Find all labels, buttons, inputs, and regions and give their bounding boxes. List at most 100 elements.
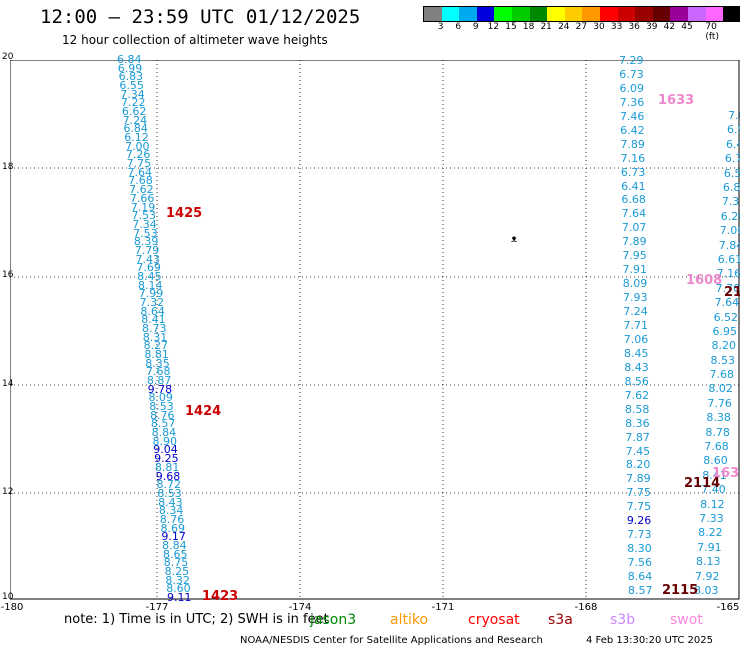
track-left-value: 8.73: [142, 322, 167, 335]
track-right-a-value: 7.93: [623, 291, 648, 305]
lon-label-171: -171: [431, 602, 455, 613]
map-plot: [9, 59, 740, 600]
pass-label-1608: 1608: [686, 273, 723, 288]
track-right-a-value: 7.95: [622, 249, 647, 263]
track-left-value: 8.34: [158, 504, 184, 518]
track-left-value: 8.35: [145, 356, 170, 370]
pass-label-1633: 1633: [658, 93, 695, 108]
track-right-b-value: 6.42: [725, 137, 740, 151]
track-left-value: 8.84: [162, 538, 187, 552]
color-scale-label: 18: [522, 22, 535, 32]
track-left-value: 9.04: [153, 443, 178, 457]
color-swatch: [599, 7, 618, 21]
track-left-value: 9.78: [147, 382, 173, 396]
color-scale-label: 12: [487, 22, 500, 32]
track-right-a-value: 7.06: [623, 332, 649, 346]
track-left-value: 7.43: [135, 252, 161, 266]
track-left-value: 9.68: [155, 469, 181, 483]
track-left-value: 8.76: [150, 408, 175, 422]
track-left-value: 8.32: [165, 573, 190, 587]
track-left-value: 6.62: [121, 105, 147, 119]
track-left-value: 7.64: [127, 165, 152, 179]
track-left-value: 9.17: [161, 530, 186, 544]
track-right-a-value: 9.26: [626, 514, 652, 528]
page-title: 12:00 — 23:59 UTC 01/12/2025: [40, 6, 361, 28]
track-right-a-value: 6.09: [619, 81, 644, 95]
track-right-a-value: 7.45: [625, 444, 651, 458]
track-left-value: 9.11: [167, 591, 192, 604]
color-swatch: [529, 7, 548, 21]
track-left-value: 8.87: [146, 374, 172, 388]
color-scale-bar: [423, 6, 740, 22]
track-right-a-value: 7.56: [627, 556, 653, 570]
color-swatch: [511, 7, 530, 21]
track-right-a-value: 7.75: [626, 500, 652, 514]
track-right-b-value: 8.12: [700, 497, 725, 511]
track-left-value: 6.12: [124, 131, 149, 145]
legend-item-jason3: jason3: [310, 612, 357, 628]
track-right-a-value: 7.16: [620, 151, 646, 165]
track-right-a-value: 8.36: [625, 416, 650, 430]
track-right-b-value: 7.06: [728, 109, 740, 122]
color-swatch: [547, 7, 565, 21]
track-right-b-value: 6.98: [726, 123, 740, 137]
color-swatch: [582, 7, 600, 21]
track-left-value: 8.53: [157, 486, 182, 500]
color-scale-label: 42: [663, 22, 676, 32]
track-right-a-value: 7.46: [619, 109, 645, 123]
track-left-value: 8.31: [142, 330, 168, 344]
track-left-value: 8.81: [154, 460, 180, 474]
station-marker-icon: ᴥ: [511, 234, 518, 245]
track-left-value: 8.57: [150, 417, 176, 431]
track-right-a-value: 6.68: [621, 193, 646, 207]
note-text: note: 1) Time is in UTC; 2) SWH is in fe…: [64, 612, 329, 627]
track-right-b-value: 6.26: [720, 209, 740, 223]
track-left-value: 6.99: [117, 61, 143, 75]
track-left-value: 8.72: [156, 478, 182, 492]
track-right-a-value: 7.75: [626, 486, 651, 500]
track-right-b-value: 7.70: [715, 281, 740, 295]
track-left-value: 7.22: [121, 96, 146, 110]
track-right-b-value: 7.40: [701, 483, 726, 497]
track-right-a-value: 7.64: [621, 207, 647, 221]
track-left-value: 8.90: [152, 434, 177, 448]
track-left-value: 6.55: [119, 79, 144, 93]
track-right-b-value: 8.78: [705, 425, 730, 439]
track-left-value: 7.19: [130, 200, 156, 214]
track-left-value: 8.14: [137, 278, 163, 292]
track-left-value: 8.76: [159, 512, 185, 526]
track-right-a-value: 7.89: [626, 472, 651, 486]
track-right-a-value: 8.43: [624, 360, 649, 374]
legend-item-altiko: altiko: [390, 612, 429, 628]
track-right-b-value: 8.60: [703, 454, 728, 468]
track-right-a-value: 8.45: [623, 346, 649, 360]
color-scale-label: 33: [610, 22, 623, 32]
color-scale-label: 45: [681, 22, 693, 32]
color-scale-labels: 3 6 9 12 15 18 21 24 27 30 33 36 39 42 45 70 (ft): [423, 22, 739, 42]
track-right-a-value: 7.36: [619, 95, 645, 109]
color-swatch: [424, 7, 442, 21]
track-left-value: 8.25: [164, 564, 190, 578]
track-left-value: 9.25: [154, 452, 179, 466]
color-scale-label: 9: [472, 22, 479, 32]
legend-item-s3a: s3a: [548, 612, 573, 628]
lon-label-168: -168: [574, 602, 598, 613]
gridlines: [10, 60, 740, 600]
track-right-a-value: 8.57: [628, 584, 653, 597]
track-left-value: 8.53: [149, 400, 174, 414]
track-left-value: 7.62: [129, 183, 154, 197]
track-left-value: 7.00: [125, 139, 150, 153]
color-scale-label: 24: [558, 22, 570, 32]
track-right-a-value: 8.64: [627, 570, 653, 584]
color-swatch: [459, 7, 477, 21]
color-scale-label: 70 (ft): [705, 22, 719, 42]
track-left-value: 8.84: [151, 426, 177, 440]
lon-label-180: -180: [0, 602, 24, 613]
track-right-b-value: 6.95: [712, 324, 738, 338]
track-left-value: 8.45: [137, 269, 162, 283]
track-right-b-value: 7.84: [718, 238, 740, 252]
track-left-value: 7.69: [136, 261, 161, 275]
track-right-b-value: 6.52: [723, 166, 740, 180]
color-swatch: [723, 7, 740, 21]
track-right-b-value: 7.68: [709, 368, 734, 382]
